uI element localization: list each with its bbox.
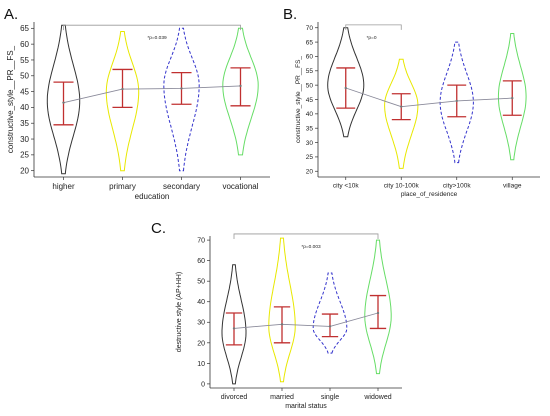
mean-point xyxy=(376,311,380,315)
y-tick-label: 65 xyxy=(306,39,314,46)
y-tick-label: 45 xyxy=(306,97,314,104)
y-tick-label: 0 xyxy=(201,381,205,388)
x-tick-label: city>100k xyxy=(443,183,471,190)
violin-city-10-100k xyxy=(384,58,419,169)
mean-point xyxy=(239,84,242,88)
y-tick-label: 35 xyxy=(306,125,314,132)
mean-line xyxy=(233,312,379,329)
y-tick-label: 20 xyxy=(306,169,314,176)
x-tick-label: secondary xyxy=(163,182,200,191)
mean-line xyxy=(63,85,241,104)
x-tick-label: primary xyxy=(109,182,136,191)
mean-point xyxy=(511,96,514,100)
mean-line xyxy=(345,87,513,108)
y-tick-label: 50 xyxy=(306,82,314,89)
y-tick-label: 40 xyxy=(20,103,29,112)
panel-label: A. xyxy=(4,6,18,23)
p-value-annotation: *p=0.003 xyxy=(301,244,321,250)
p-value-annotation: *p=0.039 xyxy=(147,35,167,41)
y-axis-title: destructive style (AP+HH) xyxy=(176,272,183,352)
y-tick-label: 70 xyxy=(306,25,314,32)
x-axis-title: education xyxy=(135,192,170,201)
x-tick-label: city <10k xyxy=(333,183,360,190)
violin-divorced xyxy=(221,264,247,385)
p-value-annotation: *p=0 xyxy=(366,35,376,41)
y-tick-label: 30 xyxy=(197,320,205,327)
x-axis-title: marital status xyxy=(285,403,327,410)
significance-bracket xyxy=(63,24,241,31)
violin-village xyxy=(497,33,527,161)
y-tick-label: 30 xyxy=(306,140,314,147)
violin-primary xyxy=(105,31,140,172)
significance-bracket xyxy=(345,24,402,30)
x-tick-label: city 10-100k xyxy=(384,183,420,190)
x-tick-label: widowed xyxy=(363,394,391,401)
y-tick-label: 35 xyxy=(20,119,29,128)
violin-city-10k xyxy=(327,27,365,138)
y-tick-label: 10 xyxy=(197,361,205,368)
panel-label: C. xyxy=(151,220,166,237)
y-tick-label: 60 xyxy=(20,40,29,49)
y-tick-label: 60 xyxy=(306,54,314,61)
y-tick-label: 50 xyxy=(20,72,29,81)
x-tick-label: divorced xyxy=(221,394,248,401)
y-tick-label: 40 xyxy=(306,111,314,118)
y-tick-label: 20 xyxy=(197,340,205,347)
mean-point xyxy=(280,323,284,326)
x-tick-label: vocational xyxy=(222,182,258,191)
y-tick-label: 70 xyxy=(197,238,205,245)
violin-vocational xyxy=(222,27,259,156)
significance-bracket xyxy=(233,233,379,239)
mean-point xyxy=(455,99,458,103)
panel-label: B. xyxy=(283,6,297,23)
y-axis-title: constructive_style__PR__FS_ xyxy=(6,45,15,153)
violin-single xyxy=(312,272,348,354)
mean-point xyxy=(328,325,332,328)
mean-point xyxy=(344,86,347,90)
y-tick-label: 30 xyxy=(20,135,29,144)
y-tick-label: 45 xyxy=(20,87,29,96)
y-tick-label: 25 xyxy=(20,151,29,160)
x-tick-label: married xyxy=(270,394,294,401)
mean-point xyxy=(232,327,236,330)
mean-point xyxy=(400,105,403,108)
x-axis-title: place_of_residence xyxy=(401,191,458,198)
x-tick-label: single xyxy=(321,394,339,401)
y-tick-label: 40 xyxy=(197,299,205,306)
panel-c: C. 0 10 20 30 40 50 60 70 destructive style (AP+… xyxy=(151,220,402,410)
y-tick-label: 20 xyxy=(20,166,29,175)
violin-secondary xyxy=(163,27,200,172)
y-tick-label: 60 xyxy=(197,258,205,265)
panel-b: B. 20 25 30 35 40 45 50 55 60 65 70 constructive_st… xyxy=(283,6,540,198)
panel-a: A. 20 25 30 35 40 45 50 55 60 65 constructive_styl… xyxy=(4,6,270,201)
x-tick-label: village xyxy=(503,183,522,190)
mean-point xyxy=(121,87,124,91)
y-tick-label: 50 xyxy=(197,279,205,286)
x-tick-label: higher xyxy=(52,182,75,191)
violin-city-100k xyxy=(439,41,474,164)
y-tick-label: 25 xyxy=(306,154,314,161)
mean-point xyxy=(180,87,183,90)
violin-widowed xyxy=(364,239,392,375)
y-tick-label: 55 xyxy=(20,56,29,65)
violin-married xyxy=(268,237,296,383)
y-axis-title: constructive_style__PR__FS_ xyxy=(295,56,302,143)
mean-point xyxy=(62,101,65,104)
y-tick-label: 55 xyxy=(306,68,314,75)
y-tick-label: 65 xyxy=(20,24,29,33)
violin-higher xyxy=(46,24,81,175)
